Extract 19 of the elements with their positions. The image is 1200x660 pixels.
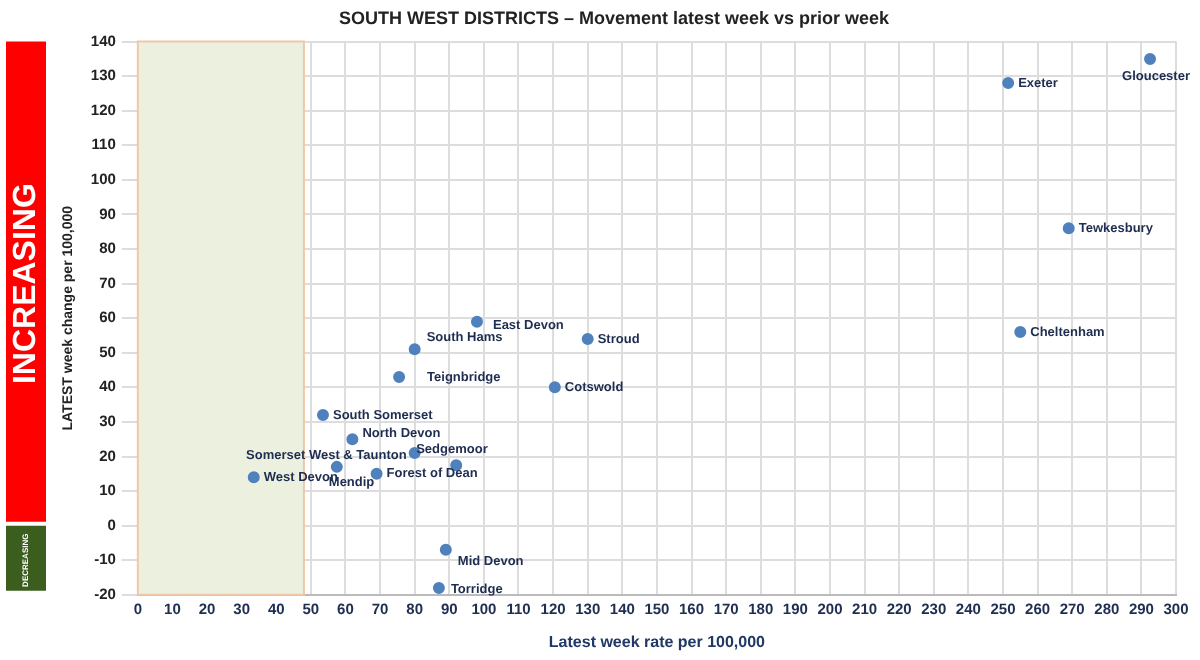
point <box>1014 326 1027 339</box>
point <box>1144 52 1157 65</box>
point <box>316 409 329 422</box>
point <box>581 332 594 345</box>
point <box>370 467 383 480</box>
point <box>1002 77 1015 90</box>
point <box>548 381 561 394</box>
point <box>439 543 452 556</box>
point <box>470 315 483 328</box>
point <box>346 433 359 446</box>
point <box>393 370 406 383</box>
point <box>408 343 421 356</box>
text: INCREASING <box>8 183 43 385</box>
chart-title: SOUTH WEST DISTRICTS – Movement latest week vs prior week <box>338 7 892 28</box>
point <box>1062 222 1075 235</box>
x-axis-title: Latest week rate per 100,000 <box>548 632 767 651</box>
point <box>330 460 343 473</box>
point <box>432 581 445 594</box>
point <box>247 471 260 484</box>
